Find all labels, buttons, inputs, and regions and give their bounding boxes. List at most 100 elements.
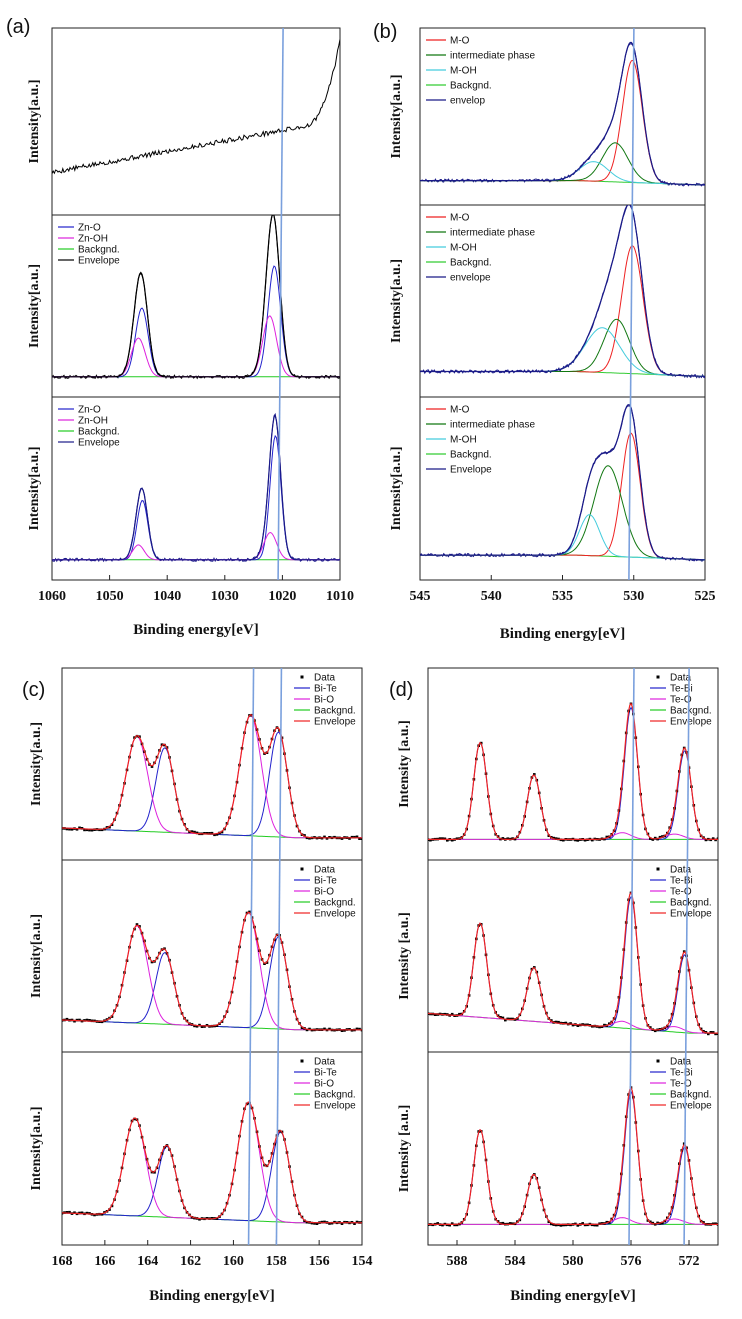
legend-label: Backgnd. bbox=[450, 258, 492, 269]
data-point bbox=[562, 838, 565, 842]
legend-label: Zn-OH bbox=[78, 416, 108, 427]
data-point bbox=[305, 1028, 309, 1032]
data-point bbox=[583, 838, 587, 842]
data-point bbox=[598, 1025, 601, 1029]
data-point bbox=[205, 832, 209, 835]
panel-label: (a) bbox=[6, 16, 30, 38]
y-axis-label: Intensity[a.u.] bbox=[29, 1106, 44, 1190]
data-point bbox=[707, 1032, 710, 1036]
legend: M-O intermediate phase M-OH Backgnd. envelop bbox=[426, 36, 535, 107]
envelope-line bbox=[52, 414, 340, 561]
data-point bbox=[499, 1016, 502, 1019]
x-axis-label: Binding energy[eV] bbox=[510, 1288, 635, 1304]
x-tick-label: 158 bbox=[266, 1254, 287, 1269]
plot-area bbox=[428, 891, 718, 1036]
y-axis-label: Intensity[a.u.] bbox=[29, 722, 44, 806]
legend-label: Envelope bbox=[670, 717, 712, 728]
x-tick-label: 1020 bbox=[268, 589, 296, 604]
data-point bbox=[355, 1220, 359, 1224]
data-point bbox=[441, 837, 444, 840]
data-point bbox=[213, 833, 216, 837]
data-point bbox=[133, 1117, 136, 1121]
data-point bbox=[300, 1026, 304, 1030]
legend-label: Zn-O bbox=[78, 405, 101, 416]
data-point bbox=[564, 1021, 568, 1025]
legend-label: Envelope bbox=[450, 465, 492, 476]
data-point bbox=[215, 1217, 219, 1220]
panel-label: (d) bbox=[389, 679, 413, 701]
data-point bbox=[215, 833, 219, 836]
plot-area bbox=[62, 1101, 362, 1225]
x-tick-label: 545 bbox=[410, 589, 431, 604]
x-tick-label: 1050 bbox=[96, 589, 124, 604]
legend-label: intermediate phase bbox=[450, 51, 535, 62]
legend-label: Bi-Te bbox=[314, 876, 337, 887]
data-point bbox=[190, 830, 194, 833]
data-point bbox=[504, 1018, 507, 1022]
reference-line bbox=[683, 667, 690, 1246]
x-tick-label: 525 bbox=[695, 589, 716, 604]
legend-label: Backgnd. bbox=[78, 245, 120, 256]
legend-marker bbox=[656, 867, 660, 871]
subplot-1: Intensity[a.u.] bbox=[27, 27, 341, 216]
panel-a: (a)Intensity[a.u.] Intensity[a.u.]Zn-OZn-… bbox=[6, 16, 354, 638]
data-point bbox=[653, 836, 657, 840]
reference-line bbox=[247, 667, 255, 1246]
x-tick-label: 540 bbox=[481, 589, 502, 604]
plot-area bbox=[52, 39, 340, 175]
data-point bbox=[358, 837, 361, 840]
component-bi-te bbox=[62, 1131, 362, 1224]
legend-label: Backgnd. bbox=[314, 898, 356, 909]
subplot-2: Intensity [a.u.] DataTe-BiTe-OBackgnd.Env… bbox=[397, 859, 719, 1053]
legend-label: Bi-Te bbox=[314, 684, 337, 695]
survey-line bbox=[52, 39, 340, 175]
legend-label: Data bbox=[670, 865, 692, 876]
data-point bbox=[649, 1026, 652, 1029]
legend-label: M-O bbox=[450, 36, 470, 47]
component-zn-oh bbox=[52, 531, 340, 561]
component-zn-oh bbox=[52, 315, 340, 378]
data-point bbox=[557, 1020, 560, 1024]
component-zn-o bbox=[52, 434, 340, 561]
legend-label: Te-Bi bbox=[670, 1068, 693, 1079]
data-point bbox=[80, 1211, 84, 1215]
legend-label: M-OH bbox=[450, 435, 477, 446]
component-te-bi bbox=[428, 1090, 718, 1225]
data-point bbox=[711, 1031, 715, 1034]
subplot-1: Intensity[a.u.] M-O intermediate phase M-OH… bbox=[389, 27, 706, 206]
subplot-3: Intensity[a.u.] Zn-OZn-OHBackgnd.Envelope… bbox=[27, 396, 354, 604]
legend-label: Envelope bbox=[78, 256, 120, 267]
data-point bbox=[68, 827, 71, 831]
data-point bbox=[340, 837, 344, 840]
data-point bbox=[508, 1222, 512, 1225]
data-point bbox=[195, 1025, 199, 1028]
data-point bbox=[93, 1213, 96, 1217]
plot-area bbox=[420, 41, 705, 187]
data-point bbox=[569, 1022, 572, 1025]
data-point bbox=[200, 1025, 204, 1028]
x-axis-label: Binding energy[eV] bbox=[500, 626, 625, 642]
component-bi-o bbox=[62, 715, 362, 839]
data-point bbox=[501, 1221, 505, 1225]
data-point bbox=[591, 838, 594, 842]
envelope-line bbox=[420, 205, 705, 377]
data-point bbox=[595, 1223, 599, 1227]
subplot-frame bbox=[61, 1051, 363, 1246]
legend-label: Zn-O bbox=[78, 223, 101, 234]
data-point bbox=[65, 1211, 69, 1214]
envelope-line bbox=[62, 714, 362, 839]
legend-marker bbox=[656, 1059, 660, 1063]
subplot-2: Intensity[a.u.] M-O intermediate phase M-OH… bbox=[389, 204, 706, 398]
component-m-o bbox=[420, 59, 705, 186]
plot-area bbox=[62, 713, 362, 840]
data-point bbox=[450, 1222, 454, 1225]
y-axis-label: Intensity [a.u.] bbox=[397, 912, 412, 1000]
data-point bbox=[455, 1223, 459, 1227]
x-tick-label: 164 bbox=[137, 1254, 158, 1269]
data-point bbox=[340, 1029, 344, 1032]
data-point bbox=[305, 836, 309, 840]
legend-label: Backgnd. bbox=[314, 1090, 356, 1101]
legend-label: Data bbox=[670, 673, 692, 684]
